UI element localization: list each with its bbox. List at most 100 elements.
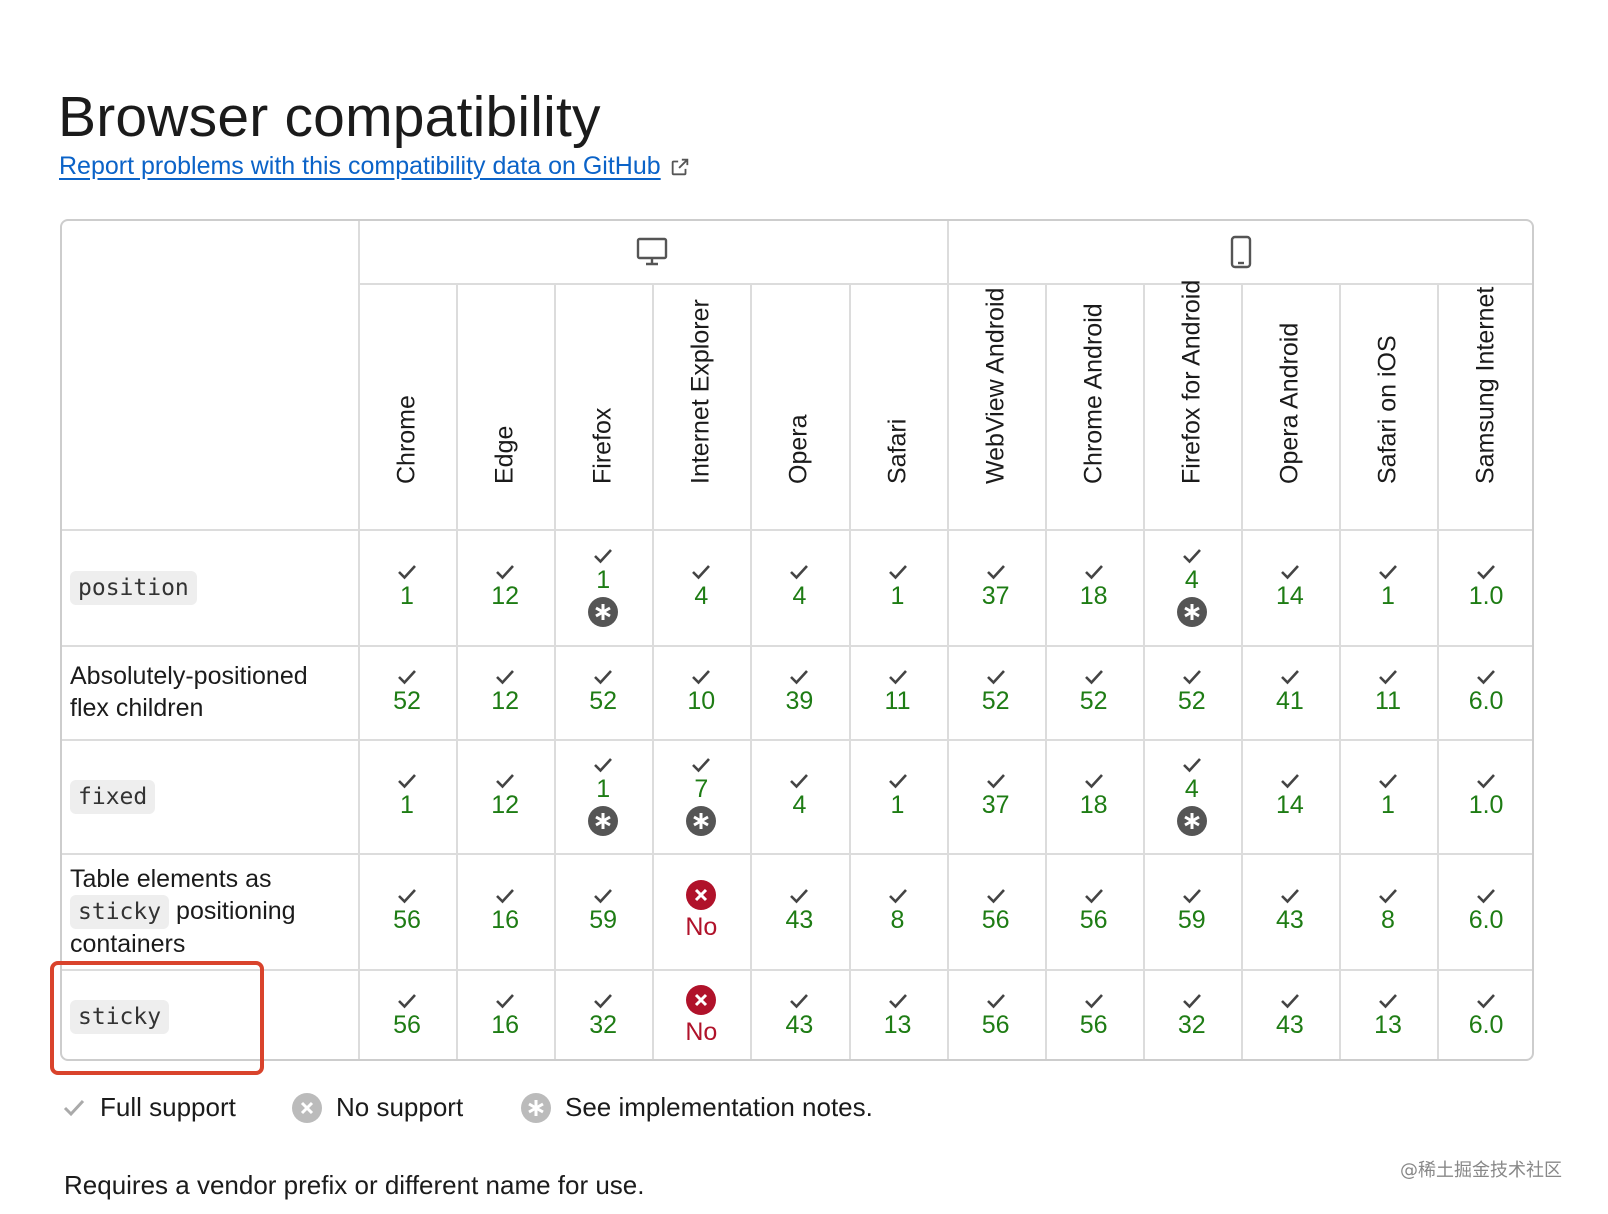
version-number: 43: [785, 1011, 814, 1039]
version-number: No: [685, 913, 718, 941]
check-icon: [494, 563, 516, 581]
support-cell[interactable]: 52: [947, 645, 1045, 739]
version-number: 1: [400, 791, 414, 819]
support-cell[interactable]: 1: [849, 529, 947, 645]
support-cell[interactable]: 43: [750, 969, 848, 1059]
browser-header: WebView Android: [947, 283, 1045, 529]
support-cell[interactable]: No: [652, 969, 750, 1059]
support-cell[interactable]: 52: [358, 645, 456, 739]
version-number: 11: [1375, 687, 1401, 715]
support-cell[interactable]: 56: [1045, 969, 1143, 1059]
feature-text: containers: [70, 929, 186, 958]
support-cell[interactable]: 43: [1241, 853, 1339, 969]
support-cell[interactable]: 16: [456, 969, 554, 1059]
support-cell[interactable]: 59: [554, 853, 652, 969]
support-cell[interactable]: 1: [554, 529, 652, 645]
support-cell[interactable]: 4: [1143, 739, 1241, 853]
support-cell[interactable]: 1: [849, 739, 947, 853]
support-cell[interactable]: 7: [652, 739, 750, 853]
browser-name: Opera Android: [1275, 322, 1304, 484]
version-number: 39: [785, 687, 814, 715]
support-cell[interactable]: 1.0: [1437, 529, 1532, 645]
support-cell[interactable]: 4: [1143, 529, 1241, 645]
support-cell[interactable]: 1: [358, 529, 456, 645]
version-number: 1: [400, 582, 414, 610]
support-cell[interactable]: 14: [1241, 529, 1339, 645]
support-cell[interactable]: 37: [947, 529, 1045, 645]
support-cell[interactable]: 39: [750, 645, 848, 739]
support-cell[interactable]: 8: [849, 853, 947, 969]
check-icon: [788, 563, 810, 581]
check-icon: [1083, 563, 1105, 581]
support-cell[interactable]: 32: [1143, 969, 1241, 1059]
support-cell[interactable]: 4: [652, 529, 750, 645]
support-cell[interactable]: 13: [1339, 969, 1437, 1059]
support-cell[interactable]: 1: [358, 739, 456, 853]
support-cell[interactable]: 6.0: [1437, 969, 1532, 1059]
legend: Full support No support See implementati…: [0, 1092, 1608, 1132]
browser-header: Firefox for Android: [1143, 280, 1241, 529]
check-icon: [887, 668, 909, 686]
support-cell[interactable]: 12: [456, 645, 554, 739]
column-divider: [1241, 283, 1243, 1059]
browser-header: Samsung Internet: [1437, 283, 1532, 529]
version-number: 56: [393, 1011, 421, 1039]
version-number: 18: [1079, 582, 1108, 610]
version-number: 1: [890, 791, 905, 819]
support-cell[interactable]: 52: [1045, 645, 1143, 739]
support-cell[interactable]: 12: [456, 739, 554, 853]
support-cell[interactable]: 4: [750, 739, 848, 853]
support-cell[interactable]: 6.0: [1437, 853, 1532, 969]
version-number: 6.0: [1468, 687, 1504, 715]
support-cell[interactable]: 12: [456, 529, 554, 645]
support-cell[interactable]: 56: [358, 969, 456, 1059]
support-cell[interactable]: 32: [554, 969, 652, 1059]
version-number: 1: [596, 566, 611, 594]
support-cell[interactable]: 56: [1045, 853, 1143, 969]
browser-header: Opera: [750, 283, 848, 529]
check-icon: [1181, 992, 1203, 1010]
check-icon: [887, 563, 909, 581]
support-cell[interactable]: 56: [947, 969, 1045, 1059]
browser-name: Opera: [784, 414, 813, 484]
column-divider: [750, 283, 752, 1059]
version-number: 59: [1177, 906, 1206, 934]
check-icon: [1181, 668, 1203, 686]
support-cell[interactable]: 56: [947, 853, 1045, 969]
support-cell[interactable]: 11: [1339, 645, 1437, 739]
support-cell[interactable]: 8: [1339, 853, 1437, 969]
row-divider: [62, 739, 1532, 741]
support-cell[interactable]: 1: [1339, 739, 1437, 853]
support-cell[interactable]: 59: [1143, 853, 1241, 969]
check-icon: [788, 772, 810, 790]
support-cell[interactable]: 56: [358, 853, 456, 969]
support-cell[interactable]: 13: [849, 969, 947, 1059]
support-cell[interactable]: 18: [1045, 739, 1143, 853]
support-cell[interactable]: No: [652, 853, 750, 969]
row-divider: [62, 853, 1532, 855]
support-cell[interactable]: 41: [1241, 645, 1339, 739]
feature-text: Table elements as: [70, 864, 272, 893]
legend-no-support-label: No support: [336, 1092, 464, 1122]
support-cell[interactable]: 37: [947, 739, 1045, 853]
feature-text: flex children: [70, 694, 204, 722]
notes-icon: [588, 597, 619, 627]
support-cell[interactable]: 52: [1143, 645, 1241, 739]
support-cell[interactable]: 1.0: [1437, 739, 1532, 853]
support-cell[interactable]: 43: [750, 853, 848, 969]
report-github-link[interactable]: Report problems with this compatibility …: [59, 152, 691, 181]
support-cell[interactable]: 1: [1339, 529, 1437, 645]
support-cell[interactable]: 16: [456, 853, 554, 969]
support-cell[interactable]: 18: [1045, 529, 1143, 645]
version-number: 1: [1381, 582, 1395, 610]
support-cell[interactable]: 52: [554, 645, 652, 739]
support-cell[interactable]: 10: [652, 645, 750, 739]
support-cell[interactable]: 11: [849, 645, 947, 739]
feature-code: sticky: [70, 894, 170, 929]
legend-no-support: No support: [292, 1092, 463, 1123]
support-cell[interactable]: 43: [1241, 969, 1339, 1059]
support-cell[interactable]: 1: [554, 739, 652, 853]
support-cell[interactable]: 14: [1241, 739, 1339, 853]
support-cell[interactable]: 4: [750, 529, 848, 645]
support-cell[interactable]: 6.0: [1437, 645, 1532, 739]
